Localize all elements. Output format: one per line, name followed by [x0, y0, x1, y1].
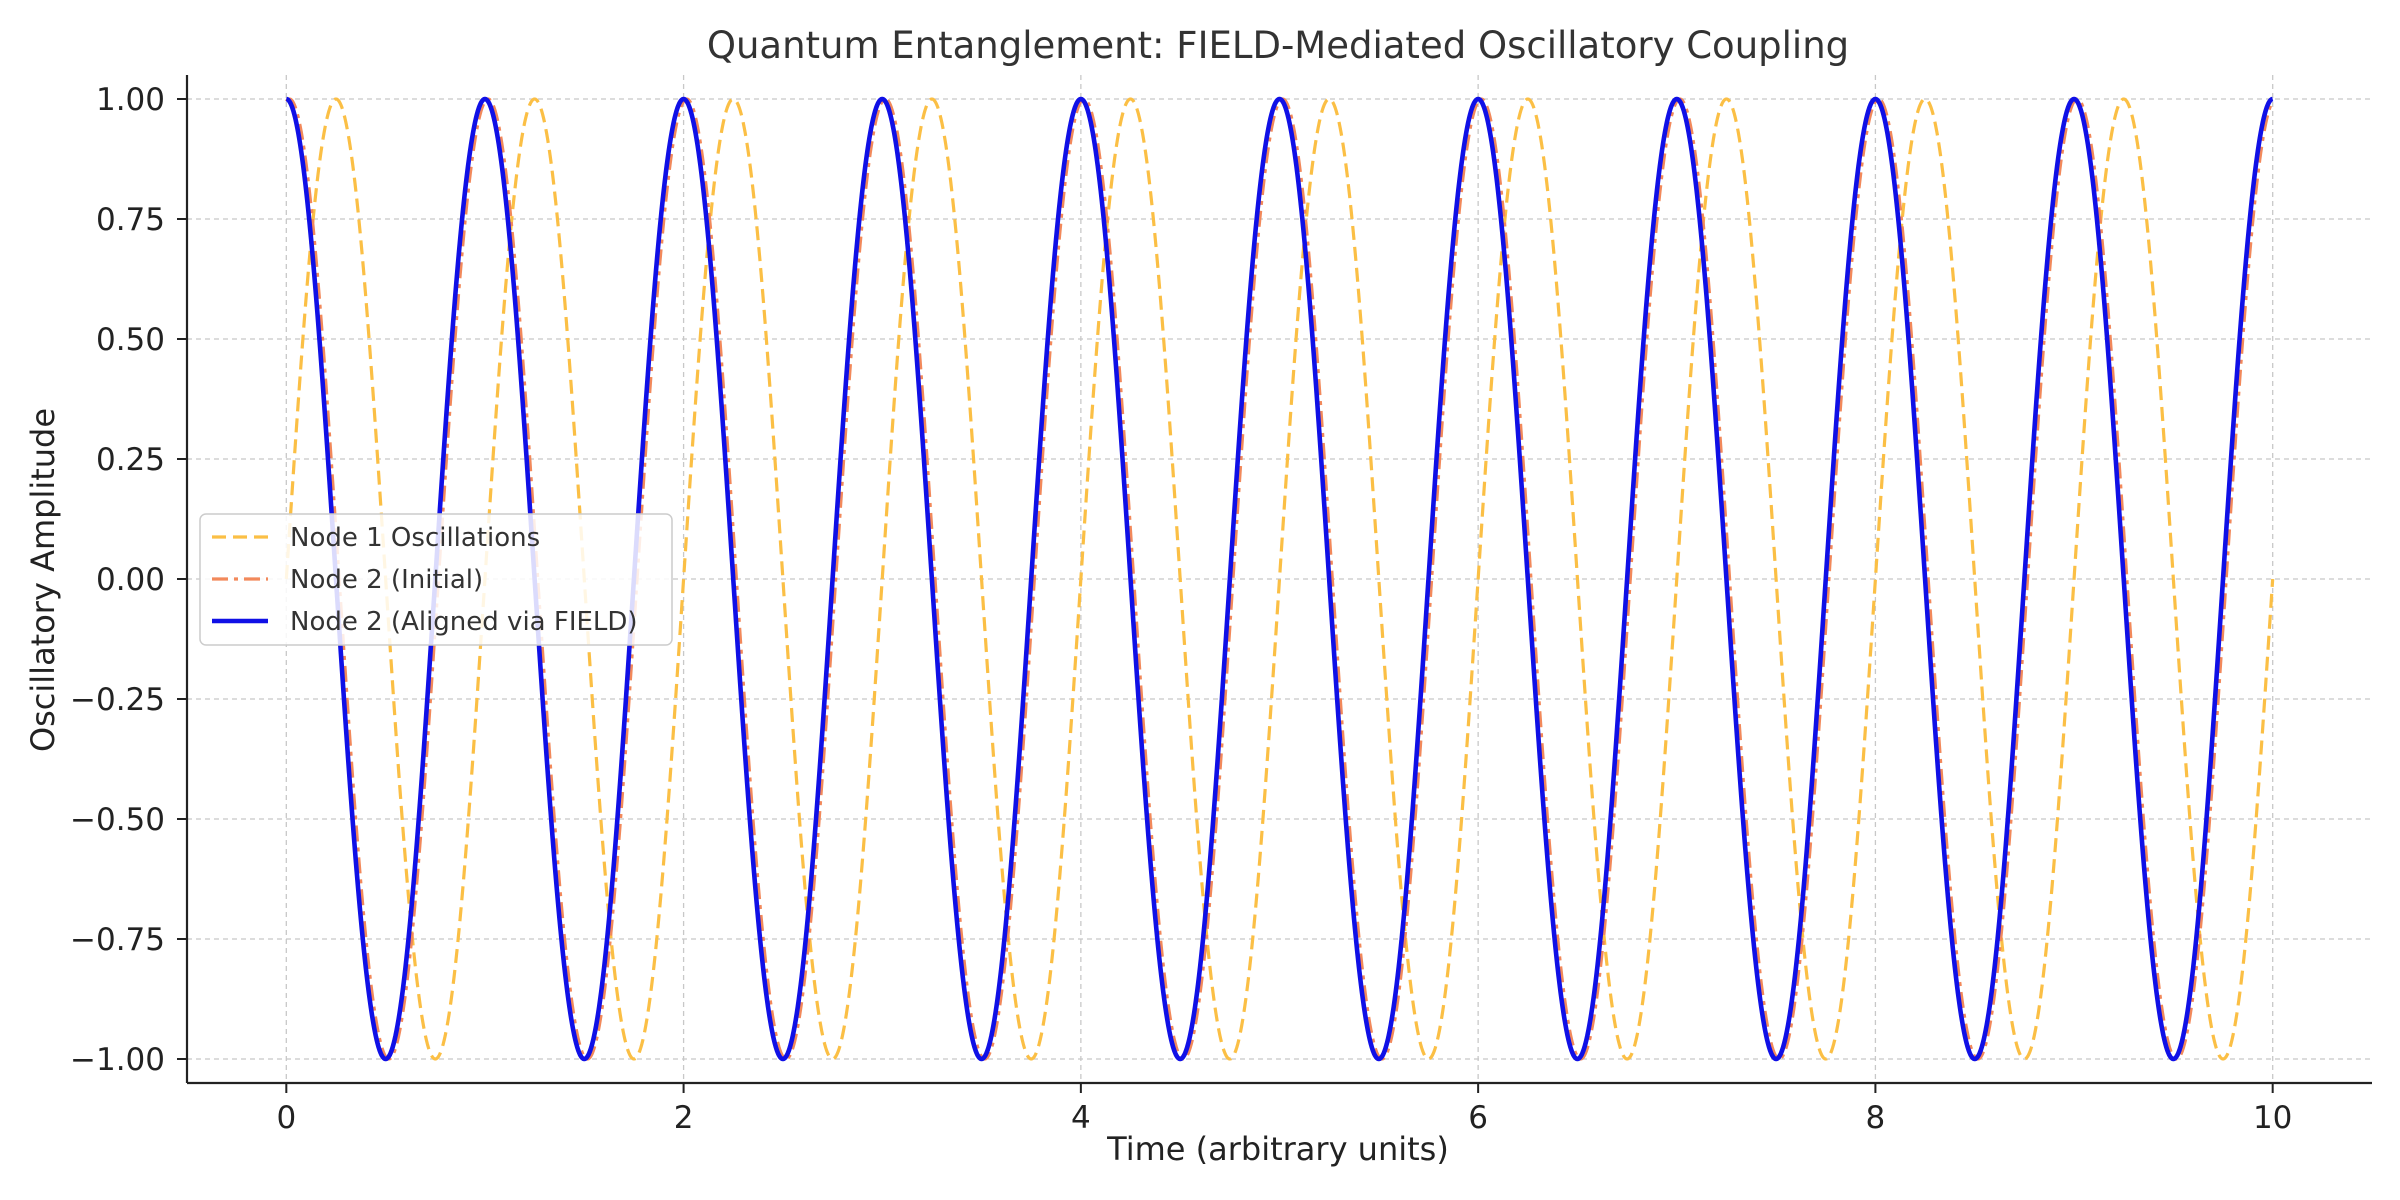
tick-labels: 0 2 4 6 8 10 1.00 0.75 0.50 0.25 0.00 −0.25 −0.50 −0.…	[70, 82, 2292, 1136]
y-tick-label: −0.75	[70, 922, 165, 958]
x-tick-label: 2	[674, 1100, 694, 1136]
legend-label-node1: Node 1 Oscillations	[290, 523, 540, 553]
x-axis-title: Time (arbitrary units)	[1106, 1130, 1449, 1168]
series-node2-initial-line	[285, 97, 2275, 1061]
x-tick-label: 0	[276, 1100, 296, 1136]
legend: Node 1 Oscillations Node 2 (Initial) Nod…	[199, 513, 673, 646]
x-tick-label: 6	[1468, 1100, 1488, 1136]
y-axis-title: Oscillatory Amplitude	[24, 408, 62, 752]
legend-box	[199, 513, 673, 646]
series-node1-line	[284, 97, 2275, 1061]
x-tick-label: 4	[1071, 1100, 1091, 1136]
y-tick-label: 0.00	[96, 562, 165, 598]
y-tick-label: −0.50	[70, 802, 165, 838]
chart-title: Quantum Entanglement: FIELD-Mediated Osc…	[707, 24, 1849, 67]
legend-label-node2-initial: Node 2 (Initial)	[290, 565, 483, 595]
y-tick-label: 0.50	[96, 322, 165, 358]
series-lines	[284, 96, 2275, 1062]
x-tick-label: 10	[2253, 1100, 2292, 1136]
legend-label-node2-aligned: Node 2 (Aligned via FIELD)	[290, 607, 638, 637]
axes	[177, 75, 2372, 1093]
y-tick-label: 0.75	[96, 202, 165, 238]
y-tick-label: 0.25	[96, 442, 165, 478]
y-tick-label: 1.00	[96, 82, 165, 118]
x-tick-label: 8	[1866, 1100, 1886, 1136]
y-tick-label: −0.25	[70, 682, 165, 718]
y-tick-label: −1.00	[70, 1042, 165, 1078]
series-node2-aligned-line	[285, 96, 2274, 1062]
